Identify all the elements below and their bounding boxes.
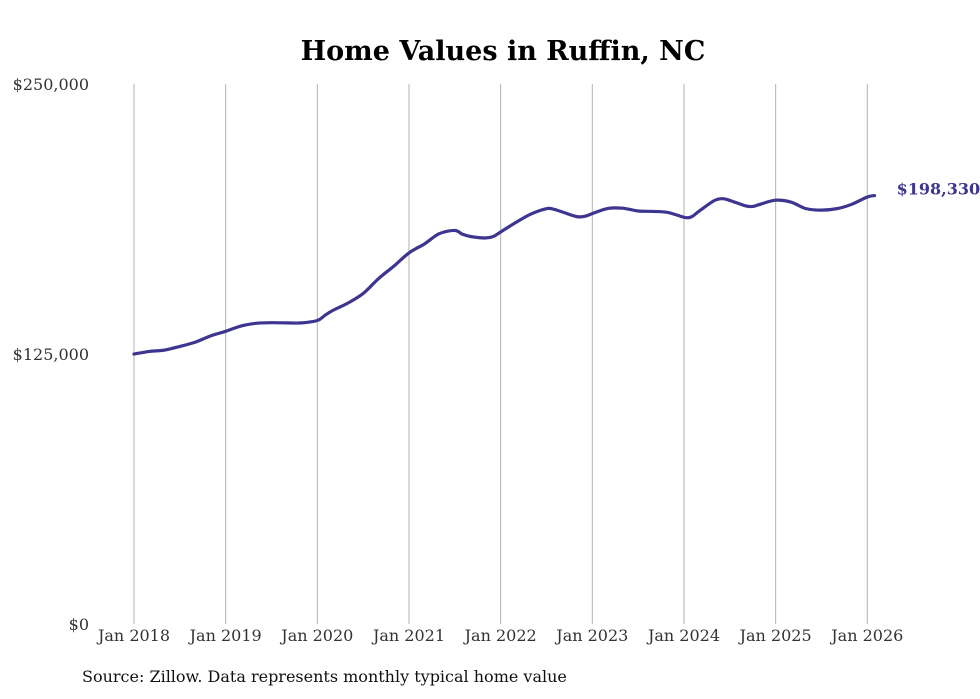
y-tick-label-1: $125,000: [13, 345, 89, 364]
x-axis-ticks: Jan 2018 Jan 2019 Jan 2020 Jan 2021 Jan 2022…: [96, 626, 903, 645]
x-tick-label-7: Jan 2025: [738, 626, 812, 645]
x-tick-label-6: Jan 2024: [646, 626, 720, 645]
x-tick-label-8: Jan 2026: [829, 626, 903, 645]
grid-lines: [133, 84, 868, 624]
series-line-0: [132, 194, 877, 356]
x-tick-label-3: Jan 2021: [371, 626, 445, 645]
y-tick-label-2: $250,000: [13, 75, 89, 94]
source-note: Source: Zillow. Data represents monthly …: [82, 667, 567, 686]
y-tick-label-0: $0: [69, 615, 89, 634]
x-tick-label-5: Jan 2023: [554, 626, 628, 645]
x-tick-label-2: Jan 2020: [279, 626, 353, 645]
x-tick-label-4: Jan 2022: [463, 626, 537, 645]
chart-title: Home Values in Ruffin, NC: [301, 36, 706, 67]
x-tick-label-0: Jan 2018: [96, 626, 170, 645]
x-tick-label-1: Jan 2019: [188, 626, 262, 645]
y-axis-ticks: $0 $125,000 $250,000: [13, 75, 89, 634]
series-layer: $198,330: [132, 180, 980, 356]
end-value-label: $198,330: [897, 180, 980, 199]
